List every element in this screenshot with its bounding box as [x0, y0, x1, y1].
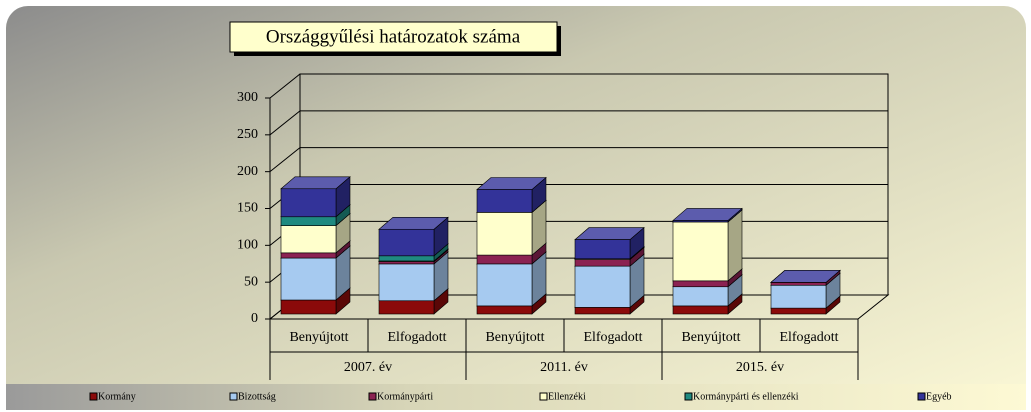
bar: [672, 221, 729, 282]
legend-swatch: [229, 392, 238, 401]
bar: [476, 212, 533, 256]
legend-swatch: [684, 392, 693, 401]
y-tick-label: 50: [244, 274, 258, 289]
bar: [476, 254, 533, 265]
bar: [378, 228, 435, 257]
legend-label: Kormánypárti: [377, 391, 433, 402]
x-tick-label: Elfogadott: [583, 330, 642, 345]
plot: 0 50 100 150 200 250 300 Benyújtott Elfogadott Be…: [89, 73, 952, 402]
bar: [280, 216, 337, 226]
legend-swatch: [368, 392, 377, 401]
y-tick-label: 150: [237, 201, 258, 216]
bar: [672, 220, 729, 223]
bar: [574, 307, 631, 315]
legend-swatch: [89, 392, 98, 401]
bar: [280, 225, 337, 254]
group-label: 2007. év: [344, 360, 392, 375]
title-box: [229, 21, 558, 53]
bar: [378, 261, 435, 265]
bar: [378, 300, 435, 315]
y-tick-label: 100: [237, 238, 258, 253]
bar: [280, 188, 337, 218]
group-label: 2015. év: [736, 360, 784, 375]
bar: [476, 263, 533, 307]
x-tick-label: Benyújtott: [289, 330, 348, 345]
x-tick-label: Benyújtott: [485, 330, 544, 345]
bar: [770, 307, 827, 315]
bar: [672, 286, 729, 307]
bar: [770, 284, 827, 309]
bar: [672, 305, 729, 315]
group-label: 2011. év: [540, 360, 588, 375]
x-tick-label: Elfogadott: [387, 330, 446, 345]
y-tick-label: 200: [237, 164, 258, 179]
bar: [378, 263, 435, 302]
bar: [280, 257, 337, 301]
legend-label: Bizottság: [238, 391, 276, 402]
y-tick-label: 300: [237, 90, 258, 105]
bar: [770, 282, 827, 286]
legend-label: Kormány: [98, 391, 136, 402]
legend-strip: [6, 384, 1026, 410]
legend-label: Egyéb: [926, 391, 952, 402]
bar: [378, 255, 435, 262]
grid-line: [269, 110, 888, 136]
bar: [574, 265, 631, 308]
grid-line: [269, 147, 888, 173]
chart-title: Országgyűlési határozatok száma: [266, 26, 521, 47]
bar-top: [770, 270, 841, 283]
bar: [476, 305, 533, 315]
grid-line: [269, 73, 888, 99]
bar: [574, 259, 631, 267]
bar: [574, 239, 631, 260]
bar: [672, 280, 729, 288]
legend-label: Ellenzéki: [548, 391, 586, 402]
x-tick-label: Elfogadott: [779, 330, 838, 345]
bar-side: [727, 209, 743, 282]
y-tick-label: 250: [237, 127, 258, 142]
legend-swatch: [539, 392, 548, 401]
bar: [280, 252, 337, 259]
legend-label: Kormánypárti és ellenzéki: [693, 391, 799, 402]
bar: [280, 299, 337, 315]
x-tick-label: Benyújtott: [681, 330, 740, 345]
y-tick-label: 0: [251, 311, 258, 326]
legend-swatch: [917, 392, 926, 401]
bar: [476, 189, 533, 213]
